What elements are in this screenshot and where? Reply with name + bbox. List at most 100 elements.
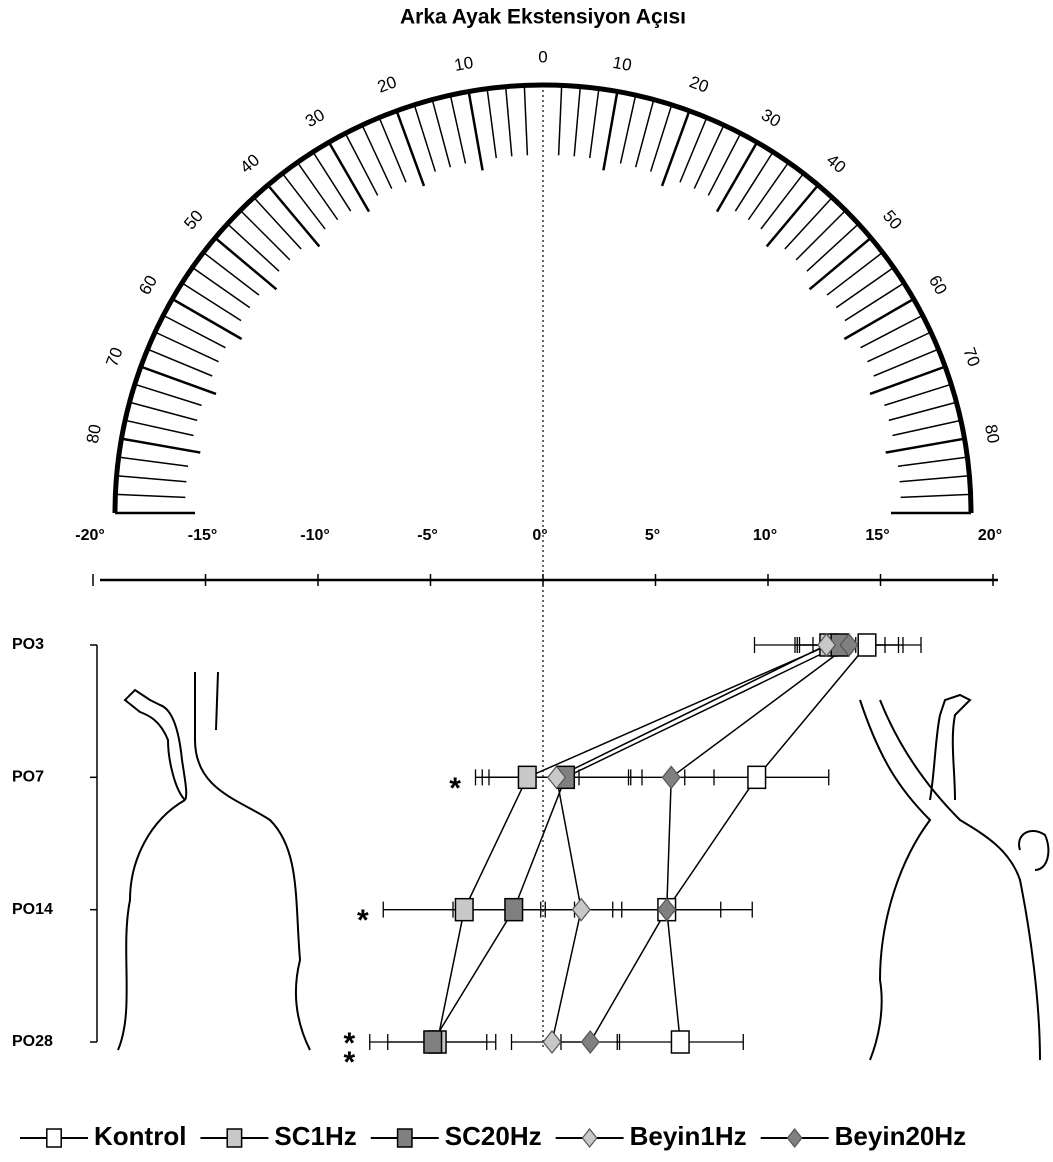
protractor-label: 30	[758, 105, 784, 131]
protractor-tick	[761, 173, 804, 229]
protractor-tick	[524, 85, 527, 155]
chart: Arka Ayak Ekstensiyon Açısı 0 10 10 20 20 30 3…	[0, 0, 1053, 1157]
protractor-tick	[807, 224, 859, 271]
protractor-tick	[900, 476, 970, 482]
protractor-tick	[163, 315, 225, 347]
legend-item: Beyin20Hz	[761, 1121, 967, 1151]
marker	[748, 766, 766, 788]
protractor-tick	[432, 100, 450, 168]
x-tick-label: 10°	[753, 527, 777, 544]
significance-mark: *	[439, 772, 472, 791]
legend-label: Kontrol	[94, 1121, 186, 1151]
protractor-label: 50	[180, 207, 207, 234]
protractor-tick	[130, 402, 198, 420]
protractor-label: 80	[83, 423, 105, 445]
x-tick-label: -5°	[417, 527, 438, 544]
significance-mark: *	[346, 904, 379, 923]
protractor-tick	[893, 420, 961, 435]
protractor-arc	[115, 85, 971, 513]
protractor-tick	[898, 457, 967, 466]
protractor-tick	[717, 142, 757, 211]
protractor-tick	[506, 87, 512, 157]
protractor-tick	[115, 494, 185, 497]
protractor-tick	[861, 315, 923, 347]
chart-title: Arka Ayak Ekstensiyon Açısı	[400, 6, 686, 29]
mouse-right	[860, 695, 1048, 1060]
x-tick-label: 15°	[865, 527, 889, 544]
significance-mark: **	[333, 1027, 366, 1065]
protractor-label: 40	[237, 150, 264, 177]
y-tick-label: PO7	[12, 769, 44, 786]
protractor-label: 70	[959, 345, 983, 369]
series-line	[667, 645, 867, 1042]
legend-item: SC1Hz	[200, 1121, 356, 1151]
legend-label: Beyin1Hz	[630, 1121, 747, 1151]
protractor-label: 60	[135, 272, 161, 298]
protractor-tick	[845, 283, 904, 321]
protractor-tick	[651, 105, 672, 172]
x-tick-label: -10°	[300, 527, 330, 544]
protractor-tick	[487, 89, 496, 158]
protractor-tick	[313, 152, 351, 211]
series-line	[433, 645, 840, 1042]
protractor-tick	[785, 197, 832, 249]
marker	[858, 634, 876, 656]
protractor-tick	[889, 402, 957, 420]
y-tick-label: PO14	[12, 901, 53, 918]
mouse-left	[118, 672, 310, 1050]
protractor-tick	[450, 95, 465, 163]
protractor-tick	[125, 420, 193, 435]
protractor-tick	[469, 92, 483, 171]
protractor-tick	[362, 125, 392, 188]
protractor-tick	[886, 439, 965, 453]
series-line	[552, 645, 827, 1042]
protractor-label: 20	[375, 72, 399, 96]
protractor-tick	[636, 100, 654, 168]
protractor-tick	[796, 210, 845, 259]
protractor-tick	[867, 332, 930, 362]
x-tick-label: -15°	[188, 527, 218, 544]
protractor-tick	[227, 224, 279, 271]
protractor-tick	[708, 133, 740, 195]
protractor-label: 0	[538, 47, 547, 66]
protractor-tick	[559, 85, 562, 155]
protractor-tick	[329, 142, 369, 211]
marker	[581, 1031, 599, 1053]
legend-label: SC1Hz	[274, 1121, 356, 1151]
protractor-label: 10	[453, 53, 475, 75]
legend-label: SC20Hz	[445, 1121, 542, 1151]
legend-marker	[582, 1129, 596, 1147]
protractor-tick	[590, 89, 599, 158]
protractor-tick	[117, 476, 187, 482]
marker	[518, 766, 536, 788]
protractor-label: 40	[823, 150, 850, 177]
protractor-tick	[268, 185, 319, 246]
marker	[543, 1031, 561, 1053]
x-tick-label: 20°	[978, 527, 1002, 544]
protractor-label: 80	[981, 423, 1003, 445]
marker	[424, 1031, 442, 1053]
protractor-tick	[215, 238, 276, 289]
protractor-tick	[119, 457, 188, 466]
protractor-tick	[836, 268, 893, 308]
protractor-tick	[574, 87, 580, 157]
legend-marker	[47, 1129, 61, 1147]
protractor-tick	[254, 197, 301, 249]
legend-item: SC20Hz	[371, 1121, 542, 1151]
protractor-tick	[901, 494, 971, 497]
protractor-tick	[414, 105, 435, 172]
protractor-tick	[155, 332, 218, 362]
protractor-label: 10	[611, 53, 633, 75]
legend-item: Beyin1Hz	[556, 1121, 747, 1151]
protractor-tick	[345, 133, 377, 195]
legend-item: Kontrol	[20, 1121, 186, 1151]
protractor-tick	[282, 173, 325, 229]
protractor-tick	[735, 152, 773, 211]
protractor-tick	[767, 185, 818, 246]
protractor-label: 30	[302, 105, 328, 131]
protractor-tick	[192, 268, 249, 308]
x-tick-label: 5°	[645, 527, 660, 544]
marker	[662, 766, 680, 788]
protractor-tick	[620, 95, 635, 163]
protractor-label: 20	[687, 72, 711, 96]
